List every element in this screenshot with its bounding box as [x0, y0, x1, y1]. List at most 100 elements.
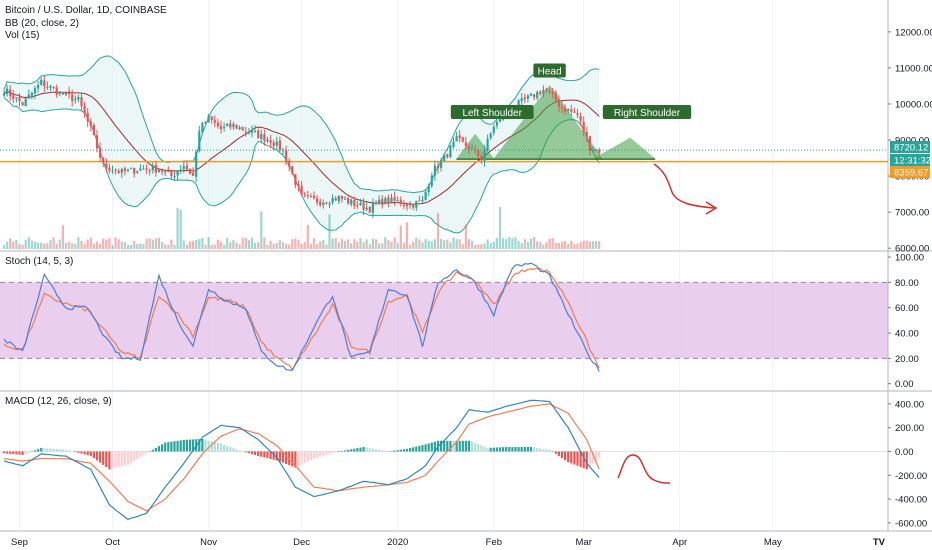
volume-bar: [579, 241, 582, 249]
volume-bar: [244, 237, 247, 249]
candle: [86, 107, 89, 128]
y-tick-label: 7000.00: [895, 208, 929, 219]
candle: [30, 91, 33, 100]
macd-histogram-bar: [415, 446, 418, 452]
candle: [396, 196, 399, 202]
macd-histogram-bar: [567, 451, 570, 463]
candle: [421, 196, 424, 204]
head-label[interactable]: Head: [533, 63, 566, 78]
candle: [356, 200, 359, 209]
volume-bar: [40, 242, 43, 249]
macd-histogram-bar: [570, 451, 573, 464]
macd-histogram-bar: [418, 445, 421, 452]
candle: [83, 102, 86, 118]
candle: [331, 194, 334, 205]
candle: [148, 168, 151, 176]
candle: [185, 160, 188, 171]
candle: [204, 121, 207, 125]
candle: [520, 92, 523, 106]
candle: [390, 193, 393, 204]
stoch-axis[interactable]: 0.00 20.00 40.00 60.00 80.00 100.00: [888, 253, 924, 391]
macd-histogram-bar: [303, 451, 306, 464]
macd-histogram-bar: [80, 451, 83, 454]
candle: [526, 94, 529, 103]
right-shoulder-label[interactable]: Right Shoulder: [602, 104, 692, 119]
volume-bar: [443, 240, 446, 249]
volume-bar: [384, 237, 387, 249]
time-axis[interactable]: Sep Oct Nov Dec 2020 Feb Mar Apr May: [11, 537, 782, 548]
volume-bar: [430, 241, 433, 249]
candle: [554, 90, 557, 103]
candle: [192, 167, 195, 177]
macd-histogram-bar: [254, 451, 257, 456]
macd-histogram-bar: [579, 451, 582, 467]
candle: [278, 136, 281, 153]
x-tick-label: Sep: [11, 537, 28, 548]
x-tick-label: Nov: [200, 537, 217, 548]
macd-histogram-bar: [356, 448, 359, 452]
bb-indicator-label[interactable]: BB (20, close, 2): [5, 17, 79, 29]
volume-bar: [312, 238, 316, 249]
volume-bar: [27, 237, 30, 249]
macd-indicator-label[interactable]: MACD (12, 26, close, 9): [5, 396, 112, 407]
volume-bar: [114, 237, 117, 249]
macd-histogram-bar: [201, 438, 204, 452]
macd-histogram-bar: [204, 439, 207, 452]
macd-histogram-bar: [591, 451, 595, 464]
candle: [405, 202, 409, 211]
macd-histogram-bar: [359, 447, 362, 452]
candle: [145, 164, 148, 174]
svg-text:8359.67: 8359.67: [894, 168, 928, 179]
volume-bar: [564, 240, 567, 249]
candles[interactable]: [2, 75, 601, 219]
price-tag: 8359.67: [890, 166, 930, 179]
volume-bar: [458, 239, 461, 249]
macd-histogram-bar: [148, 451, 151, 452]
macd-histogram-bar: [353, 448, 356, 452]
macd-histogram-bar: [95, 451, 99, 461]
candle: [564, 104, 567, 116]
candle: [102, 156, 105, 168]
macd-axis[interactable]: -600.00 -400.00 -200.00 0.00 200.00 400.00: [888, 399, 927, 529]
x-tick-label: Apr: [672, 537, 687, 548]
macd-histogram-bar: [43, 448, 46, 452]
left-shoulder-label[interactable]: Left Shoulder: [450, 104, 534, 119]
volume-bar: [136, 243, 139, 249]
macd-histogram-bar: [452, 440, 455, 452]
volume-bar: [43, 243, 46, 249]
candle: [223, 122, 226, 132]
macd-histogram-bar: [89, 451, 92, 456]
y-tick-label: 20.00: [895, 354, 919, 365]
macd-histogram-bar: [164, 442, 167, 452]
volume-bar: [185, 244, 188, 249]
macd-indicator[interactable]: [2, 399, 601, 521]
macd-projection-curve[interactable]: [617, 454, 671, 484]
candle: [322, 199, 325, 209]
macd-histogram-bar: [433, 441, 436, 452]
x-tick-label: Dec: [293, 537, 310, 548]
macd-histogram-bar: [328, 451, 331, 455]
stochastic-oscillator[interactable]: [3, 262, 600, 372]
panel-separators[interactable]: [0, 250, 932, 532]
candle: [533, 93, 536, 101]
volume-bar: [117, 239, 120, 249]
symbol-title[interactable]: Bitcoin / U.S. Dollar, 1D, COINBASE: [5, 5, 167, 16]
candle: [136, 170, 139, 174]
volume-bar: [576, 243, 579, 249]
candle: [71, 89, 74, 107]
volume-bar: [353, 239, 356, 249]
volume-bar: [374, 239, 378, 249]
macd-histogram-bar: [285, 451, 288, 464]
stoch-indicator-label[interactable]: Stoch (14, 5, 3): [5, 256, 74, 267]
volume-bar: [567, 244, 570, 249]
candle: [455, 131, 458, 142]
candle: [495, 119, 498, 129]
projection-arrow[interactable]: [653, 163, 718, 215]
volume-bar: [198, 239, 201, 249]
candle: [164, 169, 167, 177]
volume-bar: [523, 239, 526, 249]
candle: [21, 101, 24, 106]
volume-indicator-label[interactable]: Vol (15): [5, 30, 40, 41]
volume-bar: [514, 237, 517, 249]
